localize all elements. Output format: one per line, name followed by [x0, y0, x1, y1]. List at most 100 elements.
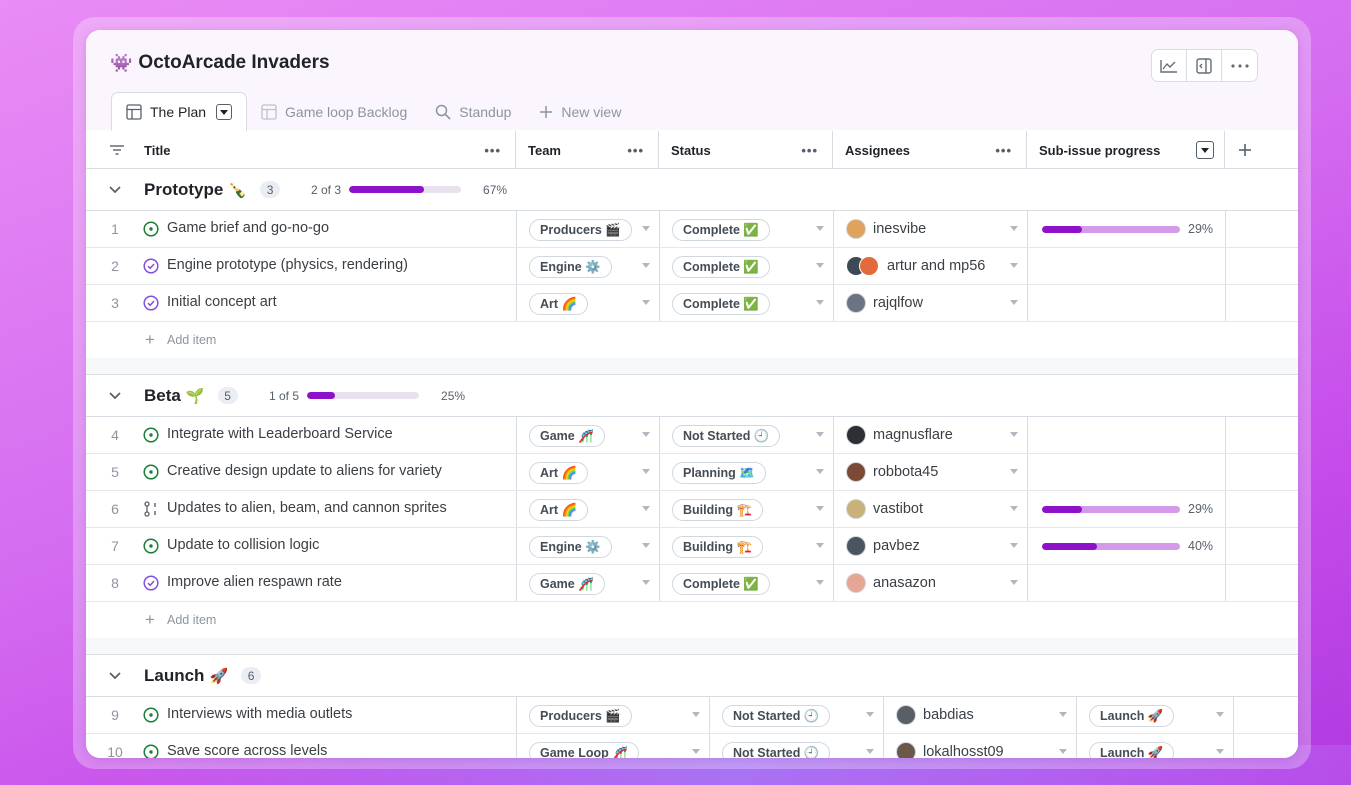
issue-title[interactable]: Interviews with media outlets — [167, 706, 353, 722]
assignee-cell[interactable]: pavbez — [833, 528, 1027, 564]
status-cell[interactable]: Building 🏗️ — [659, 528, 833, 564]
tab-standup[interactable]: Standup — [421, 93, 525, 131]
table-row[interactable]: 6 Updates to alien, beam, and cannon spri… — [86, 491, 1298, 528]
team-cell[interactable]: Art 🌈 — [516, 285, 659, 321]
team-pill[interactable]: Art 🌈 — [529, 499, 589, 521]
dropdown-caret-icon[interactable] — [642, 432, 650, 437]
status-cell[interactable]: Complete ✅ — [659, 211, 833, 247]
status-pill[interactable]: Building 🏗️ — [672, 536, 764, 558]
table-row[interactable]: 2 Engine prototype (physics, rendering) En… — [86, 248, 1298, 285]
dropdown-caret-icon[interactable] — [816, 469, 824, 474]
dropdown-caret-icon[interactable] — [642, 226, 650, 231]
assignee-cell[interactable]: robbota45 — [833, 454, 1027, 490]
dropdown-caret-icon[interactable] — [1010, 432, 1018, 437]
team-pill[interactable]: Engine ⚙️ — [529, 536, 612, 558]
add-item-button[interactable]: + Add item — [86, 322, 1298, 358]
column-menu-icon[interactable]: ••• — [801, 142, 818, 158]
dropdown-caret-icon[interactable] — [1010, 300, 1018, 305]
issue-title[interactable]: Creative design update to aliens for var… — [167, 463, 442, 479]
issue-title[interactable]: Initial concept art — [167, 294, 277, 310]
dropdown-caret-icon[interactable] — [1059, 712, 1067, 717]
status-cell[interactable]: Not Started 🕘 — [659, 417, 833, 453]
team-cell[interactable]: Engine ⚙️ — [516, 248, 659, 284]
sub-cell[interactable] — [1027, 248, 1225, 284]
group-header[interactable]: Prototype 🍾 3 2 of 3 67% — [86, 169, 1298, 211]
status-pill[interactable]: Not Started 🕘 — [722, 742, 831, 758]
table-row[interactable]: 10 Save score across levels Game Loop 🎢 Not… — [86, 734, 1298, 758]
status-pill[interactable]: Not Started 🕘 — [672, 425, 781, 447]
status-pill[interactable]: Building 🏗️ — [672, 499, 764, 521]
issue-title[interactable]: Engine prototype (physics, rendering) — [167, 257, 408, 273]
dropdown-caret-icon[interactable] — [816, 432, 824, 437]
assignee-cell[interactable]: babdias — [883, 697, 1076, 733]
assignee[interactable]: anasazon — [846, 573, 936, 593]
team-cell[interactable]: Game 🎢 — [516, 417, 659, 453]
team-cell[interactable]: Game 🎢 — [516, 565, 659, 601]
assignee-cell[interactable]: artur and mp56 — [833, 248, 1027, 284]
assignee[interactable]: artur and mp56 — [846, 256, 985, 276]
tab-game-loop-backlog[interactable]: Game loop Backlog — [247, 93, 421, 131]
dropdown-caret-icon[interactable] — [642, 263, 650, 268]
status-cell[interactable]: Complete ✅ — [659, 248, 833, 284]
assignee-cell[interactable]: anasazon — [833, 565, 1027, 601]
dropdown-caret-icon[interactable] — [642, 580, 650, 585]
team-cell[interactable]: Art 🌈 — [516, 491, 659, 527]
column-status[interactable]: Status ••• — [659, 131, 833, 169]
status-pill[interactable]: Not Started 🕘 — [722, 705, 831, 727]
dropdown-caret-icon[interactable] — [1010, 226, 1018, 231]
status-pill[interactable]: Complete ✅ — [672, 256, 770, 278]
column-menu-icon[interactable]: ••• — [484, 142, 501, 158]
assignee[interactable]: robbota45 — [846, 462, 938, 482]
dropdown-caret-icon[interactable] — [816, 263, 824, 268]
milestone-cell[interactable]: Launch 🚀 — [1076, 734, 1233, 758]
dropdown-caret-icon[interactable] — [816, 543, 824, 548]
dropdown-caret-icon[interactable] — [1216, 749, 1224, 754]
add-column-button[interactable] — [1225, 131, 1298, 169]
column-assignees[interactable]: Assignees ••• — [833, 131, 1027, 169]
issue-title[interactable]: Update to collision logic — [167, 537, 320, 553]
issue-title[interactable]: Updates to alien, beam, and cannon sprit… — [167, 500, 447, 516]
team-cell[interactable]: Engine ⚙️ — [516, 528, 659, 564]
assignee[interactable]: vastibot — [846, 499, 923, 519]
issue-title[interactable]: Integrate with Leaderboard Service — [167, 426, 393, 442]
dropdown-caret-icon[interactable] — [1010, 263, 1018, 268]
assignee-cell[interactable]: vastibot — [833, 491, 1027, 527]
assignee-cell[interactable]: lokalhosst09 — [883, 734, 1076, 758]
issue-title[interactable]: Improve alien respawn rate — [167, 574, 342, 590]
column-menu-icon[interactable]: ••• — [627, 142, 644, 158]
group-header[interactable]: Launch 🚀 6 — [86, 655, 1298, 697]
dropdown-caret-icon[interactable] — [642, 469, 650, 474]
dropdown-caret-icon[interactable] — [816, 300, 824, 305]
sub-cell[interactable] — [1027, 417, 1225, 453]
status-pill[interactable]: Complete ✅ — [672, 573, 770, 595]
team-cell[interactable]: Producers 🎬 — [516, 697, 709, 733]
status-pill[interactable]: Planning 🗺️ — [672, 462, 766, 484]
dropdown-caret-icon[interactable] — [1010, 543, 1018, 548]
status-cell[interactable]: Not Started 🕘 — [709, 734, 883, 758]
table-row[interactable]: 5 Creative design update to aliens for va… — [86, 454, 1298, 491]
chart-icon[interactable] — [1152, 50, 1187, 81]
table-row[interactable]: 9 Interviews with media outlets Producers … — [86, 697, 1298, 734]
sub-cell[interactable]: 40% — [1027, 528, 1225, 564]
group-header[interactable]: Beta 🌱 5 1 of 5 25% — [86, 375, 1298, 417]
team-pill[interactable]: Art 🌈 — [529, 462, 589, 484]
add-item-button[interactable]: + Add item — [86, 602, 1298, 638]
more-icon[interactable] — [1222, 50, 1257, 81]
column-subissue[interactable]: Sub-issue progress — [1027, 131, 1225, 169]
new-view-button[interactable]: New view — [525, 93, 635, 131]
assignee[interactable]: magnusflare — [846, 425, 953, 445]
status-cell[interactable]: Complete ✅ — [659, 565, 833, 601]
dropdown-caret-icon[interactable] — [816, 506, 824, 511]
status-pill[interactable]: Complete ✅ — [672, 293, 770, 315]
collapse-button[interactable] — [109, 387, 121, 405]
column-title[interactable]: Title ••• — [86, 131, 516, 169]
status-cell[interactable]: Not Started 🕘 — [709, 697, 883, 733]
team-pill[interactable]: Engine ⚙️ — [529, 256, 612, 278]
milestone-pill[interactable]: Launch 🚀 — [1089, 705, 1175, 727]
assignee[interactable]: inesvibe — [846, 219, 926, 239]
dropdown-caret-icon[interactable] — [1059, 749, 1067, 754]
status-cell[interactable]: Planning 🗺️ — [659, 454, 833, 490]
assignee[interactable]: babdias — [896, 705, 974, 725]
team-pill[interactable]: Art 🌈 — [529, 293, 589, 315]
sub-cell[interactable] — [1027, 285, 1225, 321]
